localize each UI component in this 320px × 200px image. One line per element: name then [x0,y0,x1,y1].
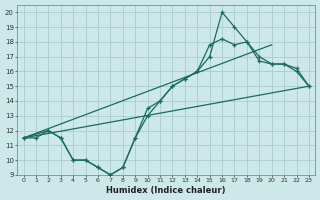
X-axis label: Humidex (Indice chaleur): Humidex (Indice chaleur) [107,186,226,195]
